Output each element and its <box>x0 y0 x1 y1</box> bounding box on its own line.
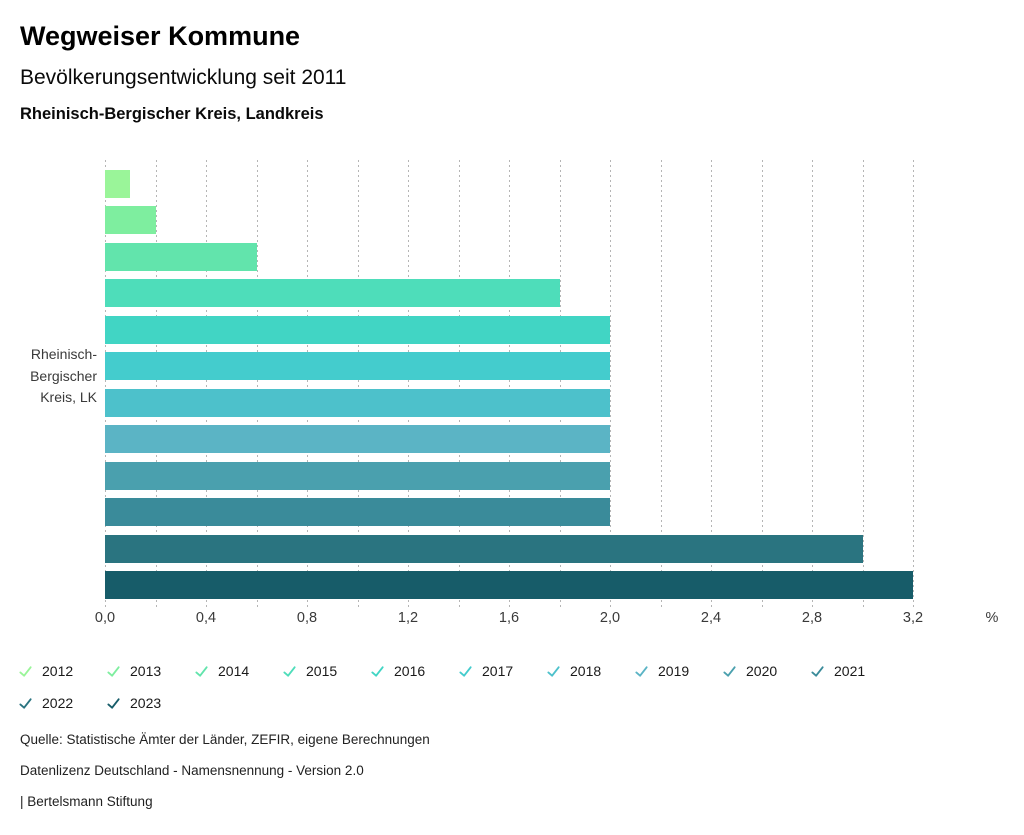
check-icon <box>371 665 384 677</box>
gridline <box>660 160 662 608</box>
page-title: Wegweiser Kommune <box>20 21 301 51</box>
x-tick-label: 0,8 <box>296 610 318 626</box>
legend-item-2013[interactable]: 2013 <box>106 655 194 687</box>
check-icon <box>635 665 648 677</box>
gridline <box>155 160 157 608</box>
legend: 2012 2013 2014 2015 2016 2017 2018 2019 2020 2021… <box>18 655 910 719</box>
legend-item-2012[interactable]: 2012 <box>18 655 106 687</box>
y-axis-category-label: Rheinisch- Bergischer Kreis, LK <box>0 344 97 409</box>
legend-year-label: 2020 <box>746 663 778 679</box>
bar-2021[interactable] <box>105 498 610 527</box>
legend-year-label: 2021 <box>834 663 866 679</box>
legend-year-label: 2023 <box>130 695 162 711</box>
check-icon <box>547 665 560 677</box>
gridline <box>509 160 510 608</box>
x-tick-label: 2,4 <box>700 610 722 626</box>
bar-2018[interactable] <box>105 388 610 417</box>
y-axis-label-line: Kreis, LK <box>40 389 97 405</box>
bar-2014[interactable] <box>105 242 257 271</box>
chart-title: Bevölkerungsentwicklung seit 2011 <box>20 66 347 89</box>
bar-2017[interactable] <box>105 352 610 381</box>
attribution-note: | Bertelsmann Stiftung <box>20 794 153 809</box>
gridline <box>711 160 712 608</box>
gridline <box>458 160 460 608</box>
plot-area <box>105 160 914 608</box>
gridline <box>913 160 914 608</box>
legend-year-label: 2018 <box>570 663 602 679</box>
check-icon <box>19 665 32 677</box>
legend-item-2015[interactable]: 2015 <box>282 655 370 687</box>
check-icon <box>195 665 208 677</box>
gridline <box>862 160 864 608</box>
gridline <box>761 160 763 608</box>
check-icon <box>19 697 32 709</box>
license-note: Datenlizenz Deutschland - Namensnennung … <box>20 763 364 778</box>
x-axis: 0,0 0,4 0,8 1,2 1,6 2,0 2,4 2,8 3,2% <box>95 610 999 630</box>
check-icon <box>283 665 296 677</box>
y-axis-label-line: Bergischer <box>30 367 97 384</box>
legend-year-label: 2013 <box>130 663 162 679</box>
legend-item-2021[interactable]: 2021 <box>810 655 898 687</box>
bar-2012[interactable] <box>105 170 131 198</box>
x-tick-label: 1,6 <box>498 610 520 626</box>
legend-year-label: 2016 <box>394 663 426 679</box>
check-icon <box>811 665 824 677</box>
gridline <box>812 160 813 608</box>
x-tick-label: 1,2 <box>397 610 419 626</box>
gridline <box>408 160 409 608</box>
legend-year-label: 2012 <box>42 663 74 679</box>
gridline <box>256 160 258 608</box>
check-icon <box>107 697 120 709</box>
x-tick-label: 0,0 <box>94 610 116 626</box>
chart-region-subtitle: Rheinisch-Bergischer Kreis, Landkreis <box>20 105 324 123</box>
bar-2013[interactable] <box>105 206 156 235</box>
x-tick-label: 2,0 <box>599 610 621 626</box>
gridline <box>105 160 106 608</box>
legend-year-label: 2019 <box>658 663 690 679</box>
bar-2016[interactable] <box>105 315 610 344</box>
check-icon <box>723 665 736 677</box>
gridline <box>307 160 308 608</box>
check-icon <box>459 665 472 677</box>
legend-item-2020[interactable]: 2020 <box>722 655 810 687</box>
legend-year-label: 2017 <box>482 663 514 679</box>
legend-year-label: 2014 <box>218 663 250 679</box>
legend-item-2023[interactable]: 2023 <box>106 687 194 719</box>
legend-item-2014[interactable]: 2014 <box>194 655 282 687</box>
bar-2020[interactable] <box>105 461 610 490</box>
x-tick-label: 2,8 <box>801 610 823 626</box>
gridline <box>559 160 561 608</box>
legend-item-2016[interactable]: 2016 <box>370 655 458 687</box>
x-axis-unit-label: % <box>985 610 999 626</box>
gridline <box>206 160 207 608</box>
legend-year-label: 2022 <box>42 695 74 711</box>
legend-item-2018[interactable]: 2018 <box>546 655 634 687</box>
x-tick-label: 3,2 <box>902 610 924 626</box>
legend-item-2017[interactable]: 2017 <box>458 655 546 687</box>
gridline <box>610 160 611 608</box>
bar-2022[interactable] <box>105 534 863 563</box>
y-axis-label-line: Rheinisch- <box>30 346 97 362</box>
legend-year-label: 2015 <box>306 663 338 679</box>
bar-2019[interactable] <box>105 425 610 454</box>
source-note: Quelle: Statistische Ämter der Länder, Z… <box>20 732 430 747</box>
bar-2015[interactable] <box>105 279 560 308</box>
legend-item-2019[interactable]: 2019 <box>634 655 722 687</box>
bar-2023[interactable] <box>105 570 913 599</box>
check-icon <box>107 665 120 677</box>
x-tick-label: 0,4 <box>195 610 217 626</box>
gridline <box>357 160 359 608</box>
legend-item-2022[interactable]: 2022 <box>18 687 106 719</box>
